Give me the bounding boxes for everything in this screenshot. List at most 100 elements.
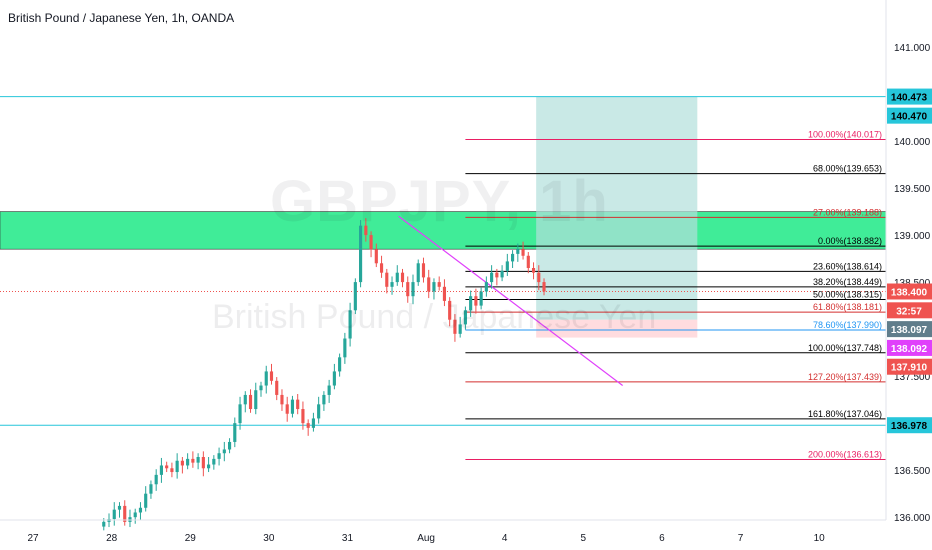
x-tick-label: 4 — [502, 533, 508, 544]
candle-body — [123, 505, 127, 522]
candle-body — [469, 296, 473, 311]
price-tag — [887, 358, 932, 375]
candle-body — [411, 282, 415, 297]
candle-body — [432, 282, 436, 292]
y-tick-label: 139.000 — [894, 231, 931, 242]
candle-body — [233, 423, 237, 442]
candle-body — [275, 380, 279, 395]
candle-body — [117, 505, 122, 510]
price-tag-label: 140.470 — [891, 112, 928, 123]
candle-body — [406, 282, 410, 297]
candle-body — [154, 474, 158, 485]
price-tag-label: 32:57 — [896, 306, 922, 317]
candle-body — [322, 394, 326, 405]
candle-body — [505, 261, 509, 271]
candle-body — [353, 282, 357, 311]
price-tag — [887, 283, 932, 300]
candle-body — [448, 300, 452, 320]
y-tick-label: 140.000 — [894, 137, 931, 148]
fib-level-label: 38.20%(138.449) — [813, 277, 882, 287]
price-tag — [887, 339, 932, 356]
candle-body — [385, 272, 389, 287]
fib-level-label: 23.60%(138.614) — [813, 261, 882, 271]
price-tag-label: 136.978 — [891, 421, 928, 432]
candle-body — [165, 465, 169, 469]
candle-body — [248, 394, 253, 410]
x-tick-label: 10 — [814, 533, 826, 544]
price-tag-label: 138.092 — [891, 344, 928, 355]
price-tag — [887, 88, 932, 105]
x-tick-label: 29 — [185, 533, 197, 544]
y-tick-label: 137.500 — [894, 372, 931, 383]
candle-body — [521, 249, 525, 256]
candle-body — [338, 357, 342, 372]
candle-body — [364, 225, 368, 236]
price-tag-label: 138.400 — [891, 288, 928, 299]
target-zone — [536, 96, 698, 320]
candle-body — [259, 385, 263, 391]
candle-body — [359, 225, 363, 283]
candle-body — [238, 404, 242, 424]
y-tick-label: 136.000 — [894, 513, 931, 524]
fib-level-label: 200.00%(136.613) — [808, 450, 882, 460]
candle-body — [280, 394, 284, 405]
candle-body — [458, 324, 462, 334]
candle-body — [133, 512, 137, 518]
stop-zone — [536, 319, 698, 338]
candle-body — [416, 263, 420, 283]
fib-level-label: 68.00%(139.653) — [813, 164, 882, 174]
candle-body — [102, 521, 106, 527]
fib-level-label: 61.80%(138.181) — [813, 302, 882, 312]
fib-level-label: 0.00%(138.882) — [818, 236, 882, 246]
candle-body — [290, 399, 295, 414]
candle-body — [149, 484, 153, 494]
price-tag — [887, 417, 932, 434]
fib-level-label: 161.80%(137.046) — [808, 409, 882, 419]
candle-body — [427, 277, 431, 292]
candle-body — [516, 249, 520, 254]
candle-body — [306, 423, 310, 428]
candle-body — [542, 282, 546, 292]
price-tag-label: 137.910 — [891, 363, 928, 374]
candle-body — [186, 458, 190, 466]
candle-body — [227, 441, 232, 450]
candle-body — [311, 418, 315, 428]
y-tick-label: 141.000 — [894, 43, 931, 54]
candle-body — [453, 319, 457, 334]
candle-body — [327, 385, 331, 395]
candle-body — [159, 465, 163, 475]
candle-body — [511, 253, 515, 262]
x-tick-label: 7 — [738, 533, 744, 544]
candle-body — [196, 456, 200, 463]
fib-level-label: 27.00%(139.188) — [813, 207, 882, 217]
x-tick-label: Aug — [417, 533, 435, 544]
symbol-title[interactable]: British Pound / Japanese Yen, 1h, OANDA — [8, 11, 235, 25]
candle-body — [526, 255, 530, 268]
candle-body — [374, 249, 378, 264]
x-tick-label: 5 — [581, 533, 587, 544]
candle-body — [296, 399, 300, 410]
fib-level-label: 127.20%(137.439) — [808, 372, 882, 382]
candle-body — [317, 404, 321, 419]
candle-body — [400, 272, 405, 283]
x-tick-label: 27 — [27, 533, 39, 544]
candle-body — [484, 282, 488, 292]
candle-body — [144, 493, 148, 508]
candle-body — [332, 371, 336, 386]
fib-level-label: 100.00%(137.748) — [808, 343, 882, 353]
candle-body — [269, 371, 274, 381]
candle-body — [207, 464, 211, 469]
candle-body — [495, 272, 499, 278]
candle-body — [421, 263, 426, 278]
candle-body — [437, 282, 441, 287]
candle-body — [395, 272, 399, 283]
price-tag — [887, 321, 932, 338]
candle-body — [191, 458, 195, 463]
candle-body — [212, 458, 216, 465]
candle-body — [217, 453, 221, 459]
x-tick-label: 31 — [342, 533, 354, 544]
candle-body — [201, 456, 205, 469]
candle-body — [175, 460, 179, 473]
trendline — [398, 215, 623, 387]
